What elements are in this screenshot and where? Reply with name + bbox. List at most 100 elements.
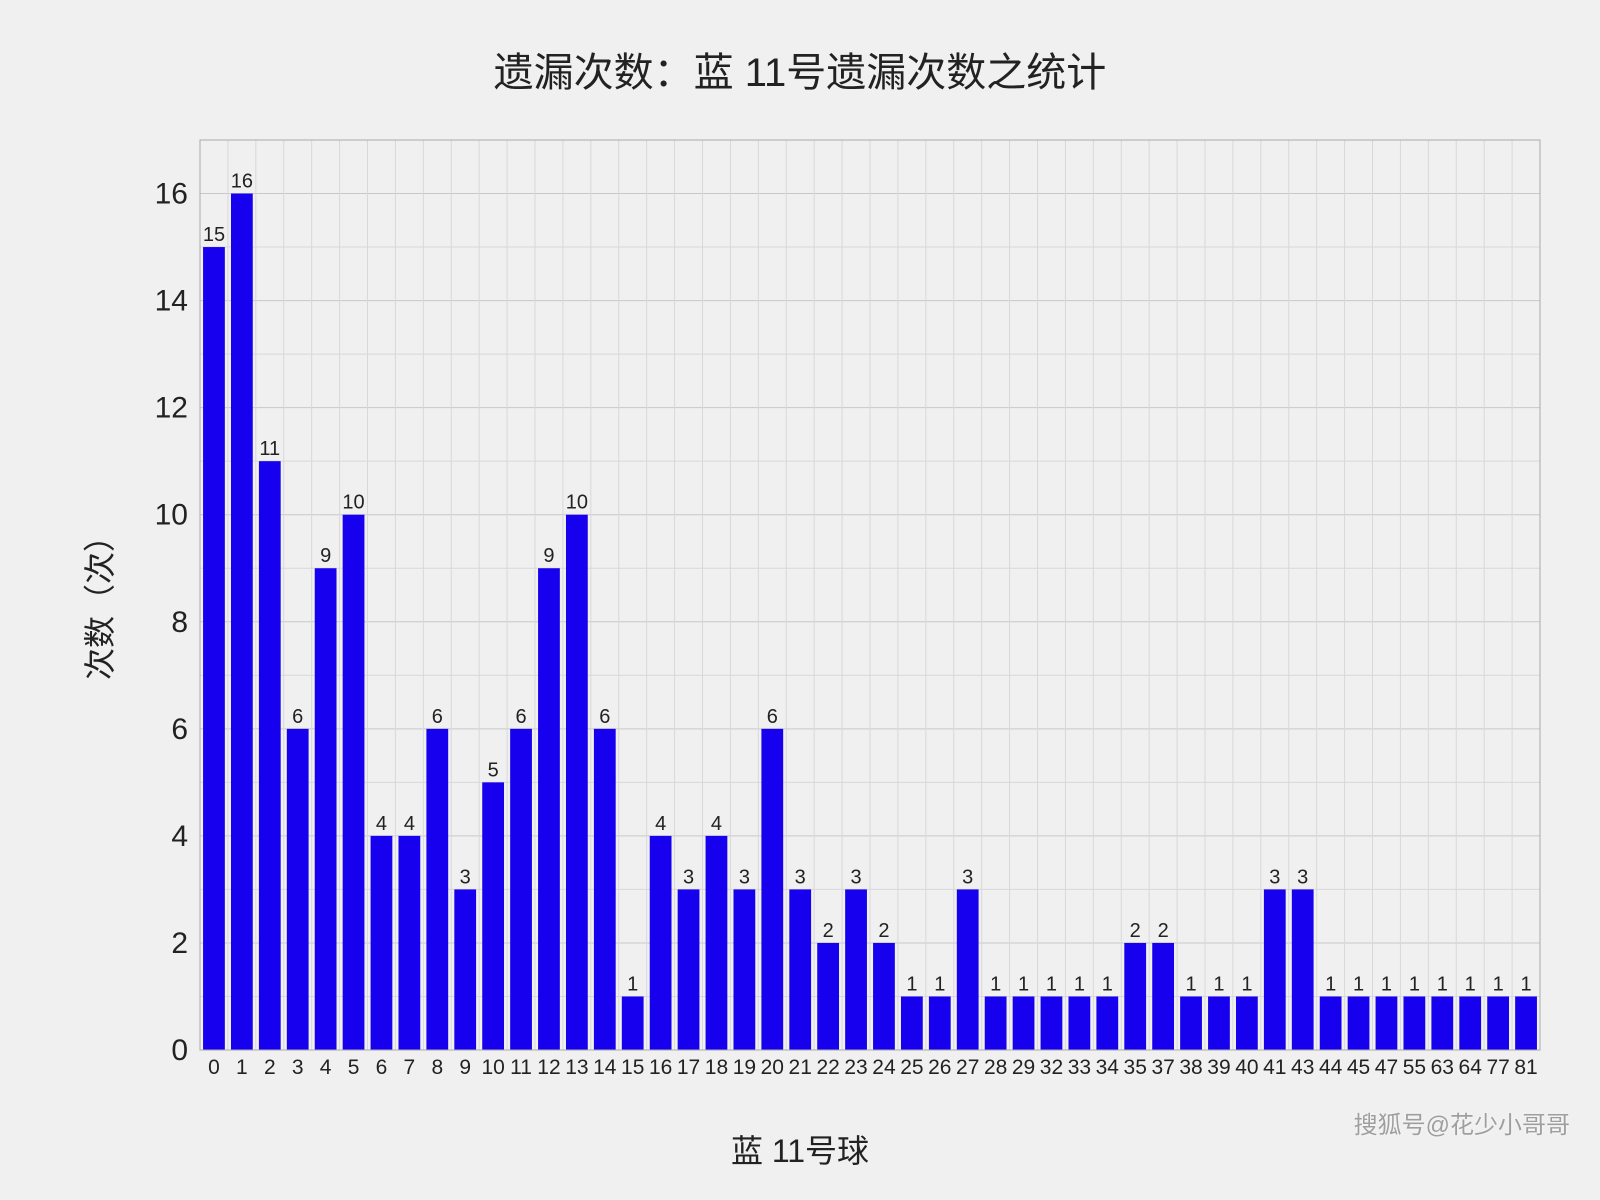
x-tick-label: 19 [733,1056,756,1079]
bar [231,194,253,1050]
x-tick-label: 26 [928,1056,951,1079]
bar [957,889,979,1050]
bar-value-label: 9 [543,545,554,567]
bar-value-label: 4 [376,813,387,835]
bar [706,836,728,1050]
bar-value-label: 4 [711,813,722,835]
x-tick-label: 13 [565,1056,588,1079]
x-tick-label: 81 [1514,1056,1537,1079]
bar-value-label: 6 [292,706,303,728]
x-tick-label: 8 [431,1056,443,1079]
bar-value-label: 10 [566,492,588,514]
x-tick-label: 14 [593,1056,617,1079]
bar [761,729,783,1050]
bar [817,943,839,1050]
bar [315,568,337,1050]
bar [1152,943,1174,1050]
bar [203,247,225,1050]
bar-value-label: 1 [1018,973,1029,995]
bar [1236,996,1258,1050]
x-tick-label: 10 [481,1056,504,1079]
bar [1124,943,1146,1050]
svg-text:4: 4 [171,820,188,853]
bar-value-label: 3 [460,866,471,888]
svg-text:2: 2 [171,927,188,960]
x-tick-label: 35 [1124,1056,1147,1079]
x-tick-label: 55 [1403,1056,1426,1079]
x-tick-label: 27 [956,1056,979,1079]
x-tick-label: 17 [677,1056,700,1079]
bar [594,729,616,1050]
x-tick-label: 63 [1431,1056,1454,1079]
bar [1376,996,1398,1050]
bar-value-label: 3 [683,866,694,888]
x-tick-label: 34 [1096,1056,1120,1079]
bar [1487,996,1509,1050]
bar [622,996,644,1050]
bar-value-label: 1 [1325,973,1336,995]
x-tick-label: 25 [900,1056,923,1079]
bar-value-label: 3 [739,866,750,888]
bar-value-label: 1 [1437,973,1448,995]
bar-value-label: 11 [259,438,280,460]
x-tick-label: 37 [1151,1056,1174,1079]
bar [1403,996,1425,1050]
bar [510,729,532,1050]
bar [398,836,420,1050]
x-tick-label: 33 [1068,1056,1091,1079]
bar-value-label: 6 [515,706,526,728]
x-tick-label: 2 [264,1056,276,1079]
bar-value-label: 6 [432,706,443,728]
chart-container: 遗漏次数：蓝 11号遗漏次数之统计 次数（次） 蓝 11号球 151611691… [0,0,1600,1200]
x-axis-label: 蓝 11号球 [0,1126,1600,1172]
bar [538,568,560,1050]
bar-value-label: 1 [1185,973,1196,995]
x-tick-label: 21 [789,1056,812,1079]
svg-text:6: 6 [171,713,188,746]
bar [845,889,867,1050]
bar-value-label: 1 [990,973,1001,995]
x-tick-label: 22 [816,1056,839,1079]
bar [287,729,309,1050]
bar-value-label: 3 [850,866,861,888]
x-tick-label: 29 [1012,1056,1035,1079]
bar [259,461,281,1050]
bar [1208,996,1230,1050]
bar-value-label: 3 [1269,866,1280,888]
bar-value-label: 15 [203,224,225,246]
bar [789,889,811,1050]
x-tick-label: 4 [320,1056,332,1079]
bar [454,889,476,1050]
x-tick-label: 15 [621,1056,644,1079]
bar-value-label: 1 [1353,973,1364,995]
bar [1068,996,1090,1050]
x-tick-label: 9 [459,1056,471,1079]
y-ticks: 0246810121416 [155,178,188,1067]
bar-value-label: 2 [878,920,889,942]
bar [873,943,895,1050]
x-tick-label: 6 [376,1056,388,1079]
bar [1431,996,1453,1050]
bar [678,889,700,1050]
bar-value-label: 1 [1520,973,1531,995]
bar-value-label: 1 [1046,973,1057,995]
x-tick-label: 12 [537,1056,560,1079]
bar-value-label: 6 [599,706,610,728]
bar [482,782,504,1050]
x-tick-label: 23 [844,1056,867,1079]
x-tick-label: 47 [1375,1056,1398,1079]
bar [343,515,365,1050]
bar-value-label: 16 [231,171,253,193]
x-tick-label: 5 [348,1056,360,1079]
x-tick-label: 28 [984,1056,1007,1079]
bar-value-label: 4 [404,813,415,835]
x-tick-label: 40 [1235,1056,1258,1079]
bar [929,996,951,1050]
x-ticks: 0123456789101112131415161718192021222324… [208,1056,1538,1079]
svg-text:8: 8 [171,606,188,639]
bar [985,996,1007,1050]
svg-text:16: 16 [155,178,188,211]
svg-text:0: 0 [171,1034,188,1067]
y-axis-label: 次数（次） [75,520,121,680]
bar-value-label: 3 [1297,866,1308,888]
